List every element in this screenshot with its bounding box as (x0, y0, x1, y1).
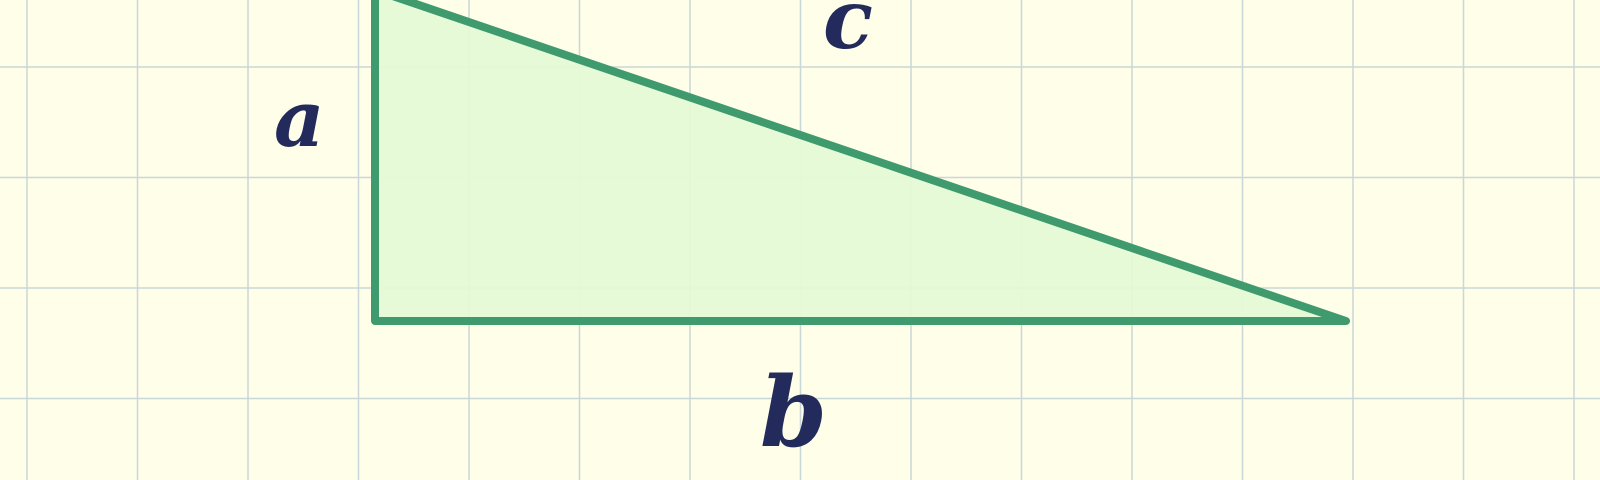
side-label-a: a (274, 74, 325, 165)
side-label-b: b (760, 356, 827, 469)
right-triangle (371, 0, 1350, 325)
side-label-c: c (823, 0, 873, 68)
